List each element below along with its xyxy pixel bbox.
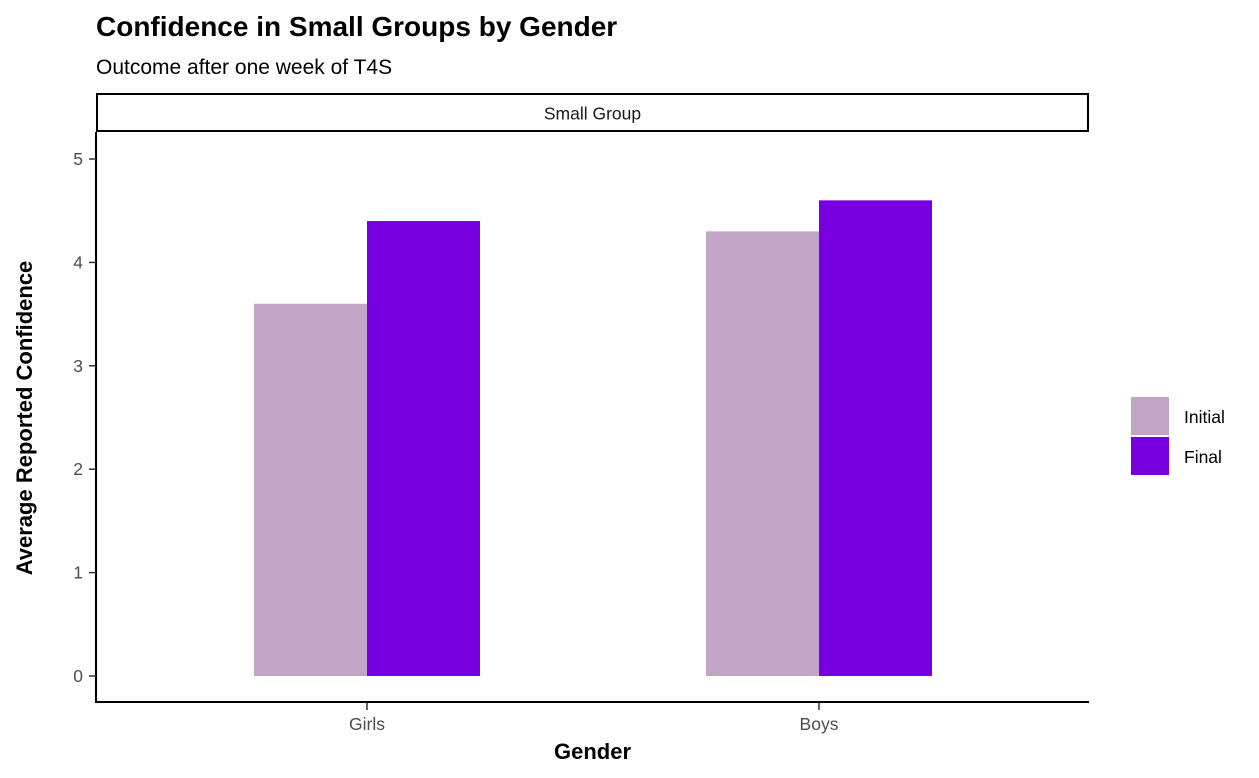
y-tick-label: 1	[73, 563, 83, 583]
y-tick-label: 3	[73, 356, 83, 376]
y-tick-label: 0	[73, 666, 83, 686]
bar-initial-boys	[706, 231, 819, 676]
legend-label-final: Final	[1184, 447, 1222, 467]
x-tick-label: Girls	[349, 714, 385, 734]
legend: Initial Final	[1131, 397, 1225, 475]
bar-final-boys	[819, 200, 932, 677]
y-tick-label: 5	[73, 149, 83, 169]
chart-subtitle: Outcome after one week of T4S	[96, 56, 392, 79]
legend-label-initial: Initial	[1184, 407, 1225, 427]
y-tick-label: 2	[73, 459, 83, 479]
bar-final-girls	[367, 221, 480, 677]
chart-title: Confidence in Small Groups by Gender	[96, 11, 617, 42]
y-axis-title: Average Reported Confidence	[12, 261, 37, 576]
facet-strip-label: Small Group	[544, 104, 641, 124]
y-tick-label: 4	[73, 252, 83, 272]
facet-strip	[96, 93, 1089, 132]
legend-key-initial	[1131, 397, 1169, 435]
x-tick-label: Boys	[800, 714, 839, 734]
bar-initial-girls	[254, 303, 367, 676]
plot-area	[254, 200, 932, 677]
x-axis-ticks: Girls Boys	[349, 703, 839, 734]
legend-key-final	[1131, 437, 1169, 475]
x-axis-title: Gender	[554, 739, 631, 764]
y-axis-ticks: 0 1 2 3 4 5	[73, 149, 96, 686]
